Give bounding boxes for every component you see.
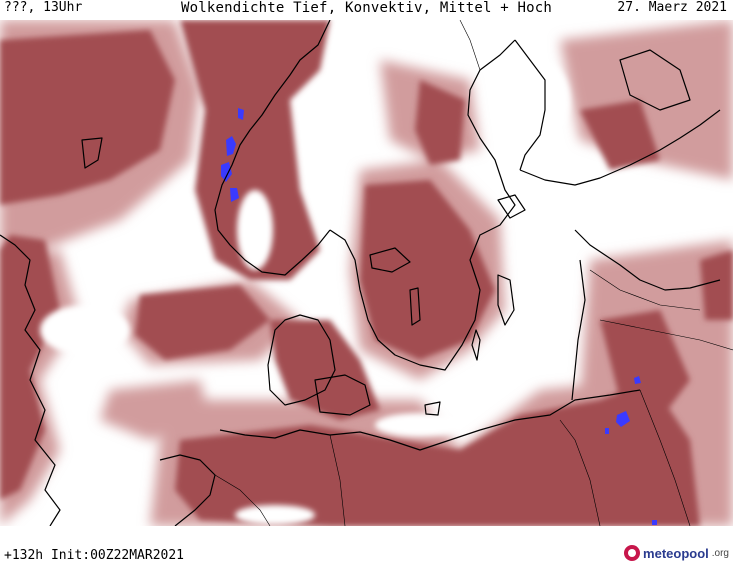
country-borders (214, 20, 733, 526)
forecast-time-label: ???, 13Uhr (4, 0, 83, 15)
meteopool-logo[interactable]: meteopool .org (624, 545, 729, 561)
map-header: ???, 13Uhr Wolkendichte Tief, Konvektiv,… (0, 0, 733, 20)
logo-suffix: .org (711, 547, 729, 559)
cloud-layer-dense (0, 20, 733, 526)
coastlines (0, 20, 721, 526)
forecast-date: 27. Maerz 2021 (617, 0, 727, 15)
map-title: Wolkendichte Tief, Konvektiv, Mittel + H… (181, 0, 553, 16)
map-footer: +132h Init:00Z22MAR2021 meteopool .org (0, 526, 733, 566)
precipitation-spots (221, 108, 657, 525)
cloud-density-map (0, 20, 733, 526)
meteopool-logo-icon (624, 545, 641, 561)
model-run-info: +132h Init:00Z22MAR2021 (4, 548, 185, 563)
cloud-free-areas (40, 60, 570, 525)
logo-text: meteopool (643, 545, 709, 561)
